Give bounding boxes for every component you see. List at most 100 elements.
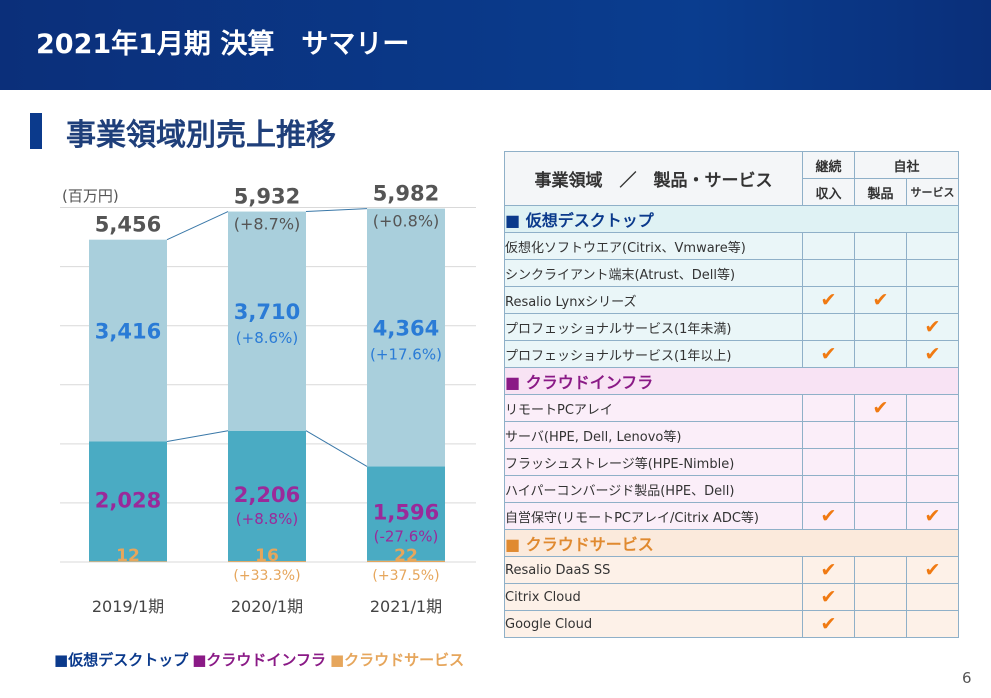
table-row: サーバ(HPE, Dell, Lenovo等) [504, 421, 960, 449]
legend-marker: ■ [192, 651, 207, 669]
growth-label: (+8.6%) [236, 329, 298, 347]
table-category-row: ■ クラウドインフラ [503, 367, 960, 395]
value-label: 2,028 [95, 488, 161, 512]
recurring-cell: ✔ [802, 610, 855, 638]
growth-label: (+8.8%) [236, 510, 298, 528]
product-cell [854, 475, 907, 503]
bar-segment [89, 441, 167, 562]
table-row: Resalio Lynxシリーズ ✔ ✔ [504, 286, 960, 314]
table-header-recurring: 継続 [802, 151, 855, 179]
recurring-cell [802, 313, 855, 341]
product-name: フラッシュストレージ等(HPE-Nimble) [504, 448, 803, 476]
legend-marker: ■ [54, 651, 69, 669]
growth-label: (+17.6%) [370, 346, 442, 364]
legend-item: ■クラウドインフラ [192, 651, 326, 669]
service-cell [905, 286, 960, 314]
total-label: 5,932 [234, 185, 300, 209]
value-label: 1,596 [373, 501, 439, 525]
check-icon: ✔ [820, 343, 837, 365]
check-icon: ✔ [820, 505, 837, 527]
recurring-cell [802, 448, 855, 476]
legend-marker: ■ [329, 651, 345, 669]
recurring-cell: ✔ [802, 502, 855, 530]
service-cell: ✔ [905, 313, 960, 341]
check-icon: ✔ [924, 343, 941, 365]
table-row: Citrix Cloud ✔ [504, 583, 960, 611]
product-cell [854, 583, 907, 611]
bar-segment [89, 561, 167, 562]
table-header-main: 事業領域 ／ 製品・サービス [504, 151, 803, 206]
product-name: リモートPCアレイ [504, 394, 803, 422]
category-title: ■ 仮想デスクトップ [503, 205, 960, 233]
category-title: ■ クラウドサービス [503, 529, 960, 557]
service-cell [905, 259, 960, 287]
product-cell [854, 502, 907, 530]
recurring-cell: ✔ [802, 556, 855, 584]
legend-text: クラウドサービス [344, 651, 465, 669]
service-cell [905, 421, 960, 449]
table-row: プロフェッショナルサービス(1年未満) ✔ [504, 313, 960, 341]
total-label: 5,982 [373, 182, 439, 206]
table-row: リモートPCアレイ ✔ [504, 394, 960, 422]
total-label: 5,456 [95, 213, 161, 237]
service-cell [905, 394, 960, 422]
legend-item: ■仮想デスクトップ [54, 651, 188, 669]
product-name: プロフェッショナルサービス(1年以上) [504, 340, 803, 368]
table-row: シンクライアント端末(Atrust、Dell等) [504, 259, 960, 287]
chart-legend: ■仮想デスクトップ ■クラウドインフラ ■クラウドサービス [54, 649, 468, 670]
service-cell [905, 448, 960, 476]
check-icon: ✔ [924, 559, 941, 581]
product-name: 自営保守(リモートPCアレイ/Citrix ADC等) [504, 502, 803, 530]
product-name: 仮想化ソフトウエア(Citrix、Vmware等) [504, 232, 803, 260]
product-name: ハイパーコンバージド製品(HPE、Dell) [504, 475, 803, 503]
bar-segment [228, 430, 306, 562]
product-name: サーバ(HPE, Dell, Lenovo等) [504, 421, 803, 449]
section-marker [30, 113, 42, 149]
value-label: 3,710 [234, 300, 300, 324]
legend-text: クラウドインフラ [206, 651, 326, 669]
revenue-stacked-bar-chart: (百万円) 2019/1期 2020/1期 2021/1期 5,456 5,932 (+8.… [60, 182, 476, 616]
check-icon: ✔ [924, 505, 941, 527]
table-header-product: 製品 [854, 178, 907, 206]
check-icon: ✔ [820, 559, 837, 581]
check-icon: ✔ [924, 316, 941, 338]
product-cell: ✔ [854, 394, 907, 422]
product-name: Resalio DaaS SS [504, 556, 803, 584]
growth-label: (-27.6%) [374, 528, 439, 546]
product-cell [854, 259, 907, 287]
connector-line [305, 208, 368, 213]
product-cell [854, 232, 907, 260]
value-label: 16 [255, 546, 279, 566]
check-icon: ✔ [820, 586, 837, 608]
section-title: 事業領域別売上推移 [66, 118, 336, 153]
value-label: 2,206 [234, 483, 300, 507]
page-number: 6 [962, 669, 972, 687]
bar-segment [367, 208, 445, 467]
product-service-table: 事業領域 ／ 製品・サービス 継続 自社 収入 製品 サービス ■ 仮想デスクト… [503, 151, 960, 638]
product-name: Citrix Cloud [504, 583, 803, 611]
check-icon: ✔ [872, 289, 889, 311]
x-tick-label: 2021/1期 [370, 597, 442, 616]
legend-item: ■クラウドサービス [330, 651, 464, 669]
recurring-cell: ✔ [802, 583, 855, 611]
table-row: フラッシュストレージ等(HPE-Nimble) [504, 448, 960, 476]
legend-text: 仮想デスクトップ [68, 651, 189, 669]
product-cell [854, 448, 907, 476]
service-cell: ✔ [905, 340, 960, 368]
bar-segment [228, 211, 306, 431]
check-icon: ✔ [872, 397, 889, 419]
recurring-cell [802, 259, 855, 287]
value-label: 12 [116, 546, 140, 566]
bar-segment [367, 560, 445, 562]
product-cell: ✔ [854, 286, 907, 314]
service-cell: ✔ [905, 556, 960, 584]
value-label: 22 [394, 546, 418, 566]
table-header-own: 自社 [853, 151, 960, 179]
service-cell [905, 475, 960, 503]
value-label: 3,416 [95, 320, 161, 344]
x-tick-label: 2019/1期 [92, 597, 164, 616]
table-row: 自営保守(リモートPCアレイ/Citrix ADC等) ✔ ✔ [504, 502, 960, 530]
table-row: Google Cloud ✔ [504, 610, 960, 638]
service-cell [905, 610, 960, 638]
category-title: ■ クラウドインフラ [503, 367, 960, 395]
